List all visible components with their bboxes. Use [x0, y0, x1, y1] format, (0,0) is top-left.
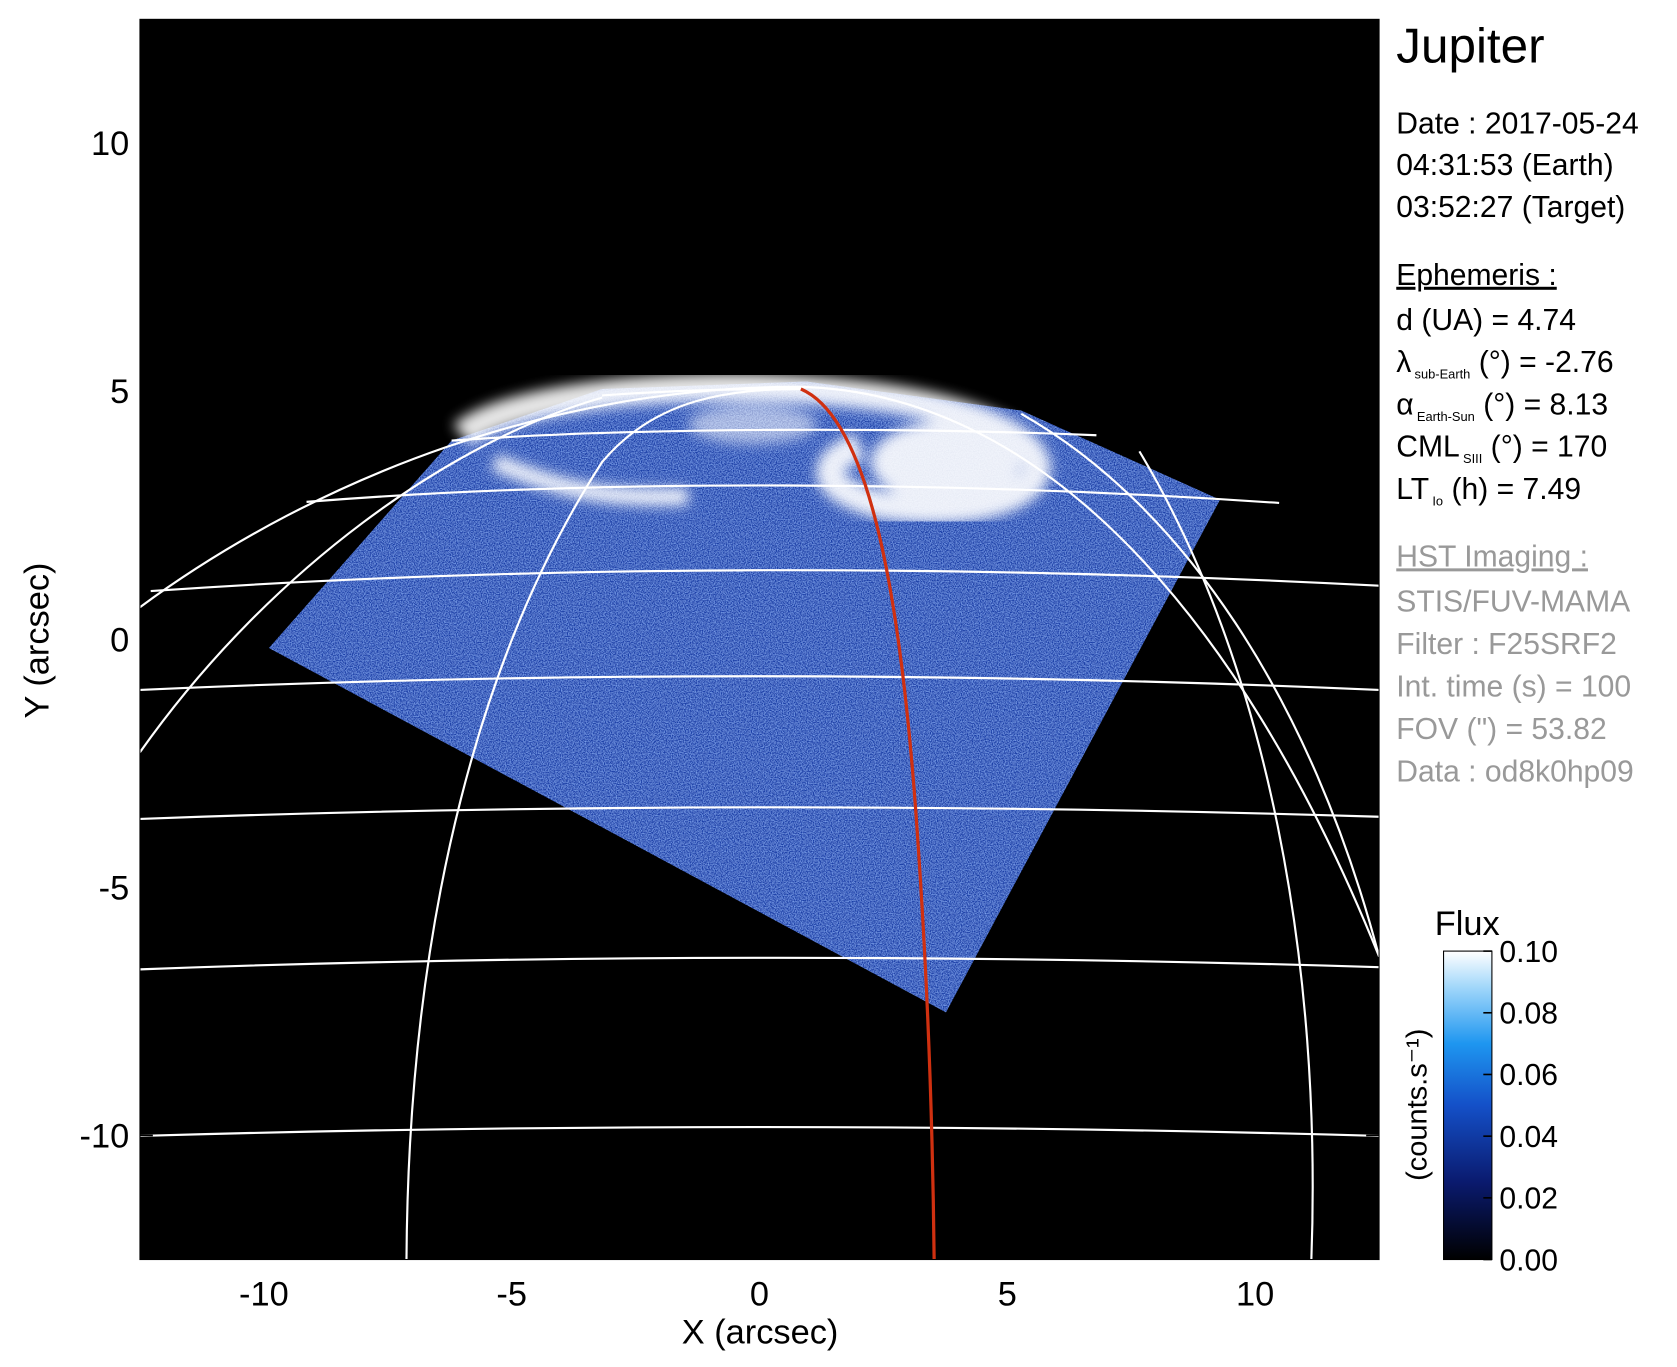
colorbar-tick-label: 0.04 [1499, 1121, 1558, 1154]
ephemeris-sub: SIII [1463, 451, 1482, 466]
ephemeris-main: d (UA) = 4.74 [1396, 304, 1576, 337]
ephemeris-sub: Io [1432, 493, 1443, 508]
imaging-line: FOV (") = 53.82 [1396, 713, 1606, 746]
colorbar-label: (counts.s⁻¹) [1401, 1029, 1433, 1181]
y-tick-label: 10 [91, 125, 129, 163]
ephemeris-rest: (°) = -2.76 [1470, 346, 1613, 379]
ephemeris-main: LT [1396, 473, 1429, 506]
colorbar-tick-label: 0.06 [1499, 1059, 1558, 1092]
date-line: 04:31:53 (Earth) [1396, 149, 1613, 182]
imaging-line: STIS/FUV-MAMA [1396, 585, 1630, 618]
x-tick-label: 5 [998, 1276, 1017, 1314]
imaging-line: Filter : F25SRF2 [1396, 628, 1617, 661]
date-line: 03:52:27 (Target) [1396, 191, 1625, 224]
detector-footprint [268, 381, 1221, 1013]
colorbar-tick-label: 0.02 [1499, 1183, 1558, 1216]
imaging-heading: HST Imaging : [1396, 540, 1588, 573]
y-axis-label: Y (arcsec) [19, 563, 57, 719]
x-axis-label: X (arcsec) [682, 1313, 839, 1351]
lat-lon-grid [139, 385, 1380, 1260]
ephemeris-line: d (UA) = 4.74 [1396, 304, 1576, 337]
ephemeris-sub: Earth-Sun [1417, 409, 1475, 424]
ephemeris-main: α [1396, 388, 1413, 421]
aurora [453, 373, 1052, 523]
imaging-line: Int. time (s) = 100 [1396, 670, 1631, 703]
ephemeris-rest: (°) = 170 [1482, 431, 1607, 464]
imaging-line: Data : od8k0hp09 [1396, 755, 1633, 788]
ephemeris-line: λ sub-Earth (°) = -2.76 [1396, 346, 1613, 381]
x-tick-label: 0 [750, 1276, 769, 1314]
ephemeris-line: α Earth-Sun (°) = 8.13 [1396, 388, 1608, 423]
reference-meridian [800, 387, 936, 1260]
image-area [139, 19, 1380, 1260]
colorbar-tick-label: 0.10 [1499, 936, 1558, 969]
colorbar-tick-label: 0.00 [1499, 1244, 1558, 1277]
ephemeris-sub: sub-Earth [1415, 367, 1471, 382]
ephemeris-heading: Ephemeris : [1396, 259, 1556, 292]
colorbar-tick-label: 0.08 [1499, 998, 1558, 1031]
ephemeris-main: λ [1396, 346, 1411, 379]
ephemeris-line: LT Io (h) = 7.49 [1396, 473, 1581, 508]
ephemeris-rest: (°) = 8.13 [1475, 388, 1608, 421]
y-tick-label: -10 [80, 1117, 130, 1155]
y-tick-label: 5 [110, 373, 129, 411]
y-tick-label: 0 [110, 621, 129, 659]
ephemeris-main: CML [1396, 431, 1460, 464]
info-panel: Jupiter Date : 2017-05-24 04:31:53 (Earth)… [1396, 18, 1638, 788]
colorbar [1443, 950, 1493, 1261]
date-line: Date : 2017-05-24 [1396, 107, 1638, 140]
ephemeris-rest: (h) = 7.49 [1443, 473, 1581, 506]
x-tick-label: -5 [496, 1276, 527, 1314]
y-tick-label: -5 [99, 869, 130, 907]
ephemeris-line: CML SIII (°) = 170 [1396, 431, 1607, 466]
info-title: Jupiter [1396, 18, 1544, 73]
colorbar-title: Flux [1435, 905, 1500, 943]
x-tick-label: -10 [239, 1276, 289, 1314]
x-tick-label: 10 [1236, 1276, 1274, 1314]
